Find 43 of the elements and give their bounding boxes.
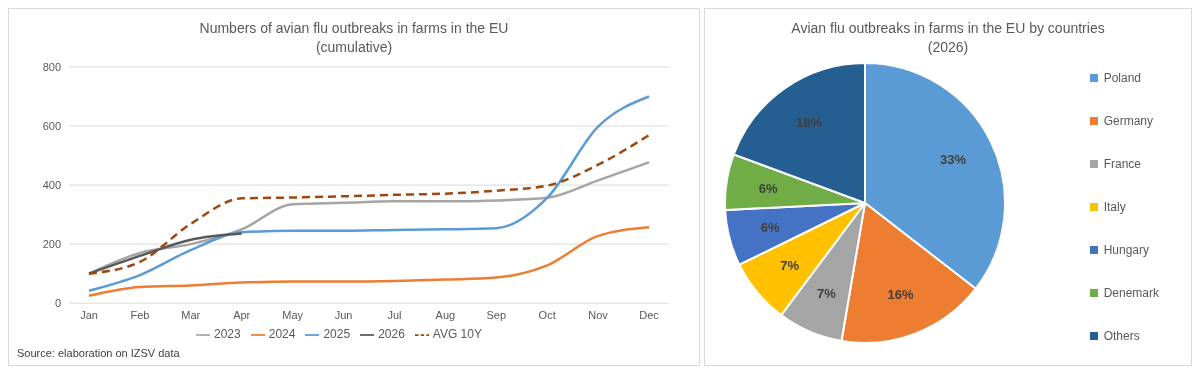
data-label: 33% <box>939 152 967 168</box>
x-tick-label: Oct <box>538 308 556 321</box>
legend-label: France <box>1103 157 1141 171</box>
legend-label: Denemark <box>1103 286 1159 300</box>
data-label: 7% <box>780 258 800 274</box>
x-tick-label: Aug <box>435 308 456 321</box>
y-tick-label: 800 <box>42 60 61 73</box>
x-tick-label: Apr <box>233 308 251 321</box>
legend-label: 2026 <box>378 327 405 342</box>
data-label: 16% <box>887 286 915 302</box>
legend-label: Italy <box>1103 200 1126 214</box>
y-tick-label: 200 <box>42 238 61 251</box>
x-tick-label: May <box>282 308 304 321</box>
line-series <box>87 161 651 275</box>
x-tick-label: Jul <box>387 308 402 321</box>
x-tick-label: Sep <box>486 308 507 321</box>
source-note: Source: elaboration on IZSV data <box>17 347 180 359</box>
legend-label: 2025 <box>323 327 351 342</box>
line-series <box>87 133 651 275</box>
x-tick-label: Mar <box>181 308 201 321</box>
legend-label: Hungary <box>1103 243 1149 257</box>
x-tick-label: Feb <box>130 308 150 321</box>
data-label: 6% <box>760 220 780 236</box>
y-tick-label: 400 <box>42 178 61 191</box>
legend-label: Germany <box>1103 114 1153 128</box>
x-tick-label: Jan <box>80 308 98 321</box>
chart-title: Avian flu outbreaks in farms in the EU by countries (2026) <box>790 19 1106 57</box>
legend-label: 2023 <box>214 327 241 342</box>
x-tick-label: Nov <box>588 308 609 321</box>
line-series <box>87 226 651 298</box>
data-label: 7% <box>816 285 837 301</box>
legend-label: Others <box>1103 329 1140 343</box>
chart-title: Numbers of avian flu outbreaks in farms in the EU (cumulative) <box>198 19 510 57</box>
legend-label: Poland <box>1103 71 1142 85</box>
x-tick-label: Dec <box>639 308 660 321</box>
legend-label: 2024 <box>268 327 296 342</box>
y-tick-label: 600 <box>42 119 61 132</box>
legend-label: AVG 10Y <box>432 327 482 342</box>
y-tick-label: 0 <box>54 297 61 310</box>
data-label: 18% <box>796 115 823 131</box>
data-label: 6% <box>758 180 778 196</box>
x-tick-label: Jun <box>334 308 353 321</box>
line-series <box>87 95 651 293</box>
